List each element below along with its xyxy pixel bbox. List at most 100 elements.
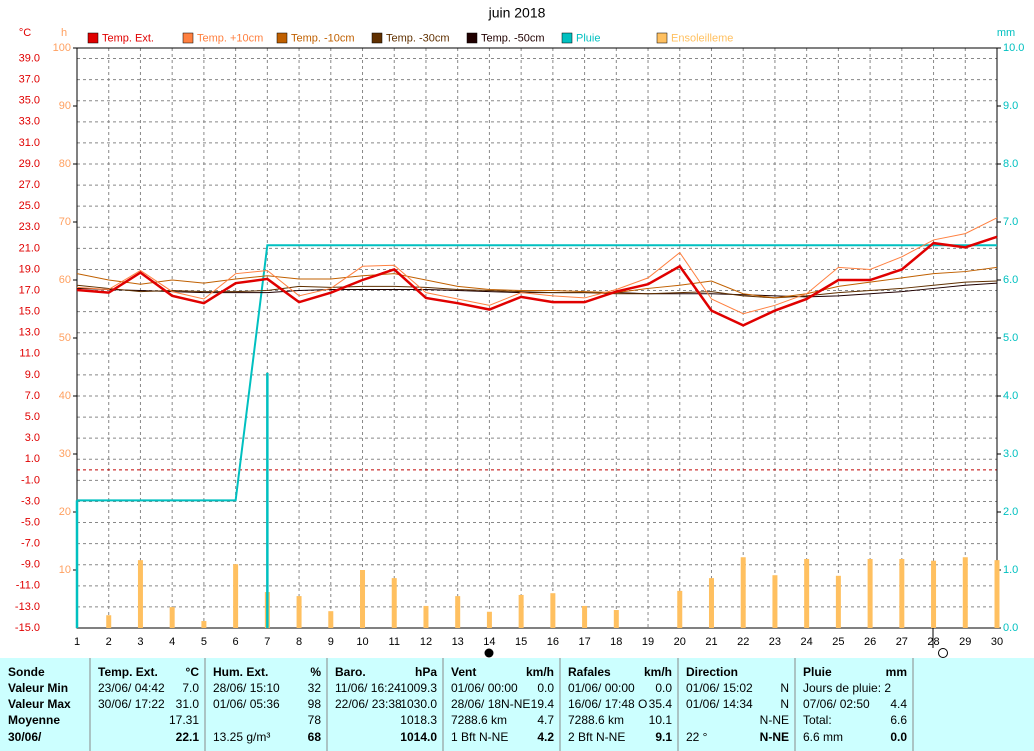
x-tick-label: 20 [674, 636, 686, 648]
x-tick-label: 21 [705, 636, 717, 648]
column-title: Hum. Ext. [213, 665, 268, 679]
y-tick-label: 5.0 [25, 411, 40, 423]
cell-value: 32 [308, 681, 322, 695]
x-tick-label: 12 [420, 636, 432, 648]
x-tick-label: 11 [389, 636, 400, 648]
cell-label: 1 Bft N-NE [451, 730, 508, 744]
cell-value: 98 [308, 697, 322, 711]
y-tick-label: 7.0 [25, 390, 40, 402]
cell-label: 07/06/ 02:50 [803, 697, 870, 711]
summary-table: Sonde Valeur Min Valeur Max Moyenne 30/06/Te… [0, 658, 1034, 751]
legend-swatch [656, 32, 668, 44]
bar [518, 594, 524, 628]
bar [360, 570, 366, 628]
y3-tick-label: 30 [59, 448, 71, 460]
bar [169, 607, 175, 628]
y-tick-label: -11.0 [16, 580, 40, 592]
cell-value: 31.0 [176, 697, 200, 711]
y2-tick-label: 6.0 [1003, 274, 1018, 286]
cell-value: 4.2 [537, 730, 554, 744]
x-tick-label: 4 [169, 636, 175, 648]
cell-label: 30/06/ [8, 730, 42, 744]
y2-tick-label: 1.0 [1003, 564, 1018, 576]
x-tick-label: 28 [927, 636, 939, 648]
cell-label: 11/06/ 16:24 [335, 681, 401, 695]
cell-value: 0.0 [890, 730, 907, 744]
x-tick-label: 16 [547, 636, 559, 648]
y2-tick-label: 8.0 [1003, 158, 1018, 170]
table-background [0, 658, 1034, 751]
x-tick-label: 25 [832, 636, 844, 648]
cell-value: 4.7 [537, 713, 554, 727]
cell-label: Jours de pluie: 2 [803, 681, 891, 695]
cell-value: 1009.3 [400, 681, 437, 695]
column-unit: °C [186, 665, 200, 679]
y2-tick-label: 2.0 [1003, 506, 1018, 518]
x-tick-label: 8 [296, 636, 302, 648]
bar [201, 621, 207, 628]
legend-swatch [561, 32, 573, 44]
cell-value: 22.1 [176, 730, 200, 744]
cell-value: 7.0 [182, 681, 199, 695]
cell-value: N-NE [760, 713, 789, 727]
cell-value: 4.4 [890, 697, 907, 711]
line [76, 280, 998, 299]
bar [391, 578, 397, 628]
bar [994, 560, 1000, 628]
cell-label: 01/06/ 14:34 [686, 697, 753, 711]
y3-tick-label: 20 [59, 506, 71, 518]
bar [772, 575, 778, 628]
legend-swatch [276, 32, 288, 44]
cell-label: Valeur Max [8, 697, 71, 711]
y3-unit: h [61, 27, 67, 39]
cell-label: 28/06/ 15:10 [213, 681, 280, 695]
cell-value: 35.4 [649, 697, 673, 711]
bar [266, 372, 269, 628]
column-title: Sonde [8, 665, 45, 679]
bar [550, 593, 556, 628]
y3-tick-label: 10 [59, 564, 71, 576]
y3-tick-label: 80 [59, 158, 71, 170]
y3-tick-label: 50 [59, 332, 71, 344]
cell-label: 2 Bft N-NE [568, 730, 625, 744]
y-tick-label: 13.0 [19, 327, 40, 339]
cell-label: 16/06/ 17:48 O [568, 697, 647, 711]
cell-label: Moyenne [8, 713, 60, 727]
x-tick-label: 10 [356, 636, 368, 648]
y-tick-label: 3.0 [25, 432, 40, 444]
cell-value: 1030.0 [400, 697, 437, 711]
cell-label: 7288.6 km [568, 713, 624, 727]
y-unit: °C [19, 27, 31, 39]
column-unit: mm [886, 665, 907, 679]
y-tick-label: -3.0 [21, 495, 40, 507]
line [77, 244, 997, 502]
bar [455, 596, 461, 628]
y-tick-label: 31.0 [19, 137, 40, 149]
x-tick-label: 18 [610, 636, 622, 648]
legend-swatch [87, 32, 99, 44]
y-tick-label: 37.0 [19, 74, 40, 86]
cell-label: 22 ° [686, 730, 708, 744]
y2-tick-label: 4.0 [1003, 390, 1018, 402]
x-tick-label: 3 [137, 636, 143, 648]
x-tick-label: 17 [578, 636, 590, 648]
bar [613, 610, 619, 628]
bar [137, 560, 143, 628]
y-tick-label: 27.0 [19, 179, 40, 191]
x-tick-label: 2 [106, 636, 112, 648]
column-title: Direction [686, 665, 738, 679]
y-tick-label: 17.0 [19, 284, 40, 296]
cell-label: 13.25 g/m³ [213, 730, 270, 744]
y-tick-label: -5.0 [21, 516, 40, 528]
column-title: Rafales [568, 665, 611, 679]
bar [835, 575, 841, 628]
cell-label: 22/06/ 23:38 [335, 697, 402, 711]
y3-tick-label: 70 [59, 216, 71, 228]
y2-tick-label: 3.0 [1003, 448, 1018, 460]
x-tick-label: 6 [233, 636, 239, 648]
cell-label: 23/06/ 04:42 [98, 681, 165, 695]
y2-tick-label: 5.0 [1003, 332, 1018, 344]
x-tick-label: 9 [328, 636, 334, 648]
cell-label: 01/06/ 00:00 [451, 681, 518, 695]
